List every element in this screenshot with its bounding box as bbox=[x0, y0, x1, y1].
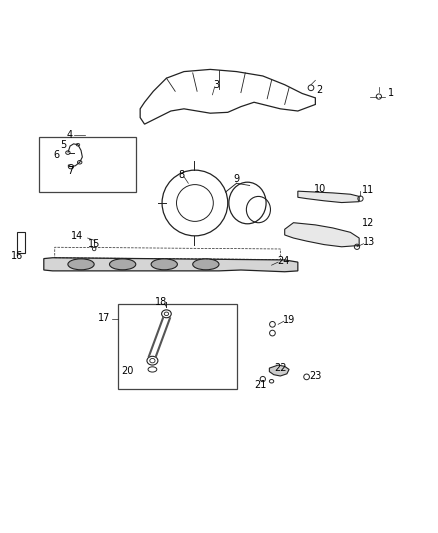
Polygon shape bbox=[285, 223, 359, 247]
Polygon shape bbox=[269, 365, 289, 376]
Text: 24: 24 bbox=[278, 256, 290, 266]
Ellipse shape bbox=[110, 259, 136, 270]
Bar bbox=[39, 138, 136, 192]
Text: 6: 6 bbox=[53, 150, 59, 160]
Text: 1: 1 bbox=[388, 88, 394, 99]
Ellipse shape bbox=[151, 259, 177, 270]
Text: 13: 13 bbox=[363, 237, 375, 247]
Text: 5: 5 bbox=[60, 140, 67, 150]
Bar bbox=[118, 304, 237, 389]
Text: 16: 16 bbox=[11, 251, 23, 261]
Text: 22: 22 bbox=[274, 363, 286, 373]
Text: 19: 19 bbox=[283, 315, 295, 325]
Text: 14: 14 bbox=[71, 231, 83, 241]
Ellipse shape bbox=[68, 259, 94, 270]
Bar bbox=[17, 232, 25, 253]
Text: 12: 12 bbox=[362, 217, 374, 228]
Text: 3: 3 bbox=[214, 80, 220, 90]
Text: 20: 20 bbox=[121, 366, 133, 376]
Text: 8: 8 bbox=[179, 169, 185, 180]
Polygon shape bbox=[44, 258, 298, 272]
Text: 23: 23 bbox=[309, 371, 321, 381]
Text: 2: 2 bbox=[317, 85, 323, 95]
Text: 10: 10 bbox=[314, 183, 326, 193]
Text: 15: 15 bbox=[88, 239, 100, 249]
Text: 7: 7 bbox=[67, 166, 73, 176]
Text: 4: 4 bbox=[66, 130, 72, 140]
Ellipse shape bbox=[193, 259, 219, 270]
Text: 9: 9 bbox=[233, 174, 240, 184]
Text: 21: 21 bbox=[254, 379, 267, 390]
Text: 18: 18 bbox=[155, 296, 167, 306]
Text: 11: 11 bbox=[362, 185, 374, 195]
Polygon shape bbox=[298, 191, 359, 203]
Text: 17: 17 bbox=[98, 313, 110, 323]
